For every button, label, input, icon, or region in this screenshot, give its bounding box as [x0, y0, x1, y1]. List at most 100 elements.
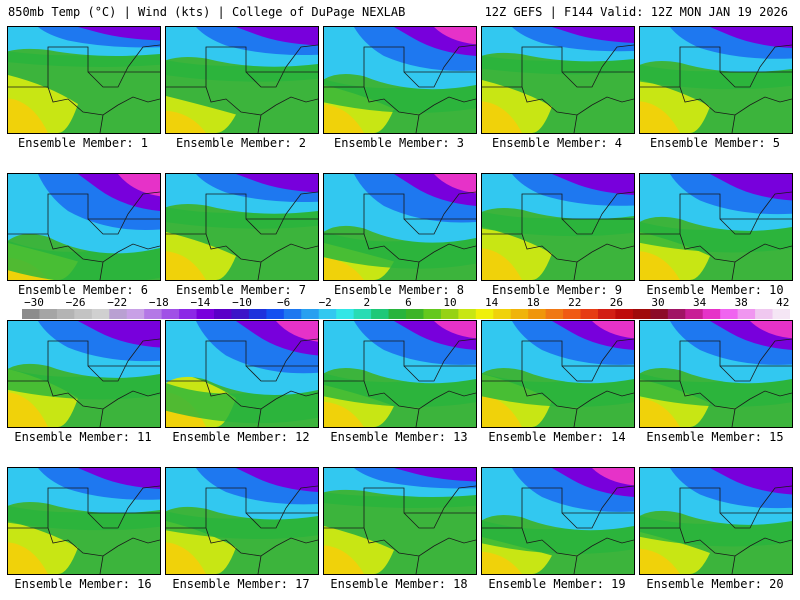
colorbar-segment — [440, 309, 459, 319]
colorbar-segment — [632, 309, 651, 319]
colorbar-segment — [196, 309, 215, 319]
colorbar-segment — [598, 309, 616, 319]
colorbar-tick-label: 34 — [692, 296, 707, 309]
colorbar-segment — [353, 309, 372, 319]
ensemble-member-label: Ensemble Member: 1 — [17, 136, 149, 150]
colorbar-segment — [126, 309, 145, 319]
colorbar-segment — [755, 309, 774, 319]
colorbar-tick-label: −14 — [190, 296, 211, 309]
ensemble-map-panel[interactable] — [481, 26, 635, 134]
colorbar-segment — [22, 309, 40, 319]
colorbar-segment — [161, 309, 180, 319]
map-title: 850mb Temp (°C) | Wind (kts) | College o… — [8, 5, 406, 19]
ensemble-member-label: Ensemble Member: 14 — [488, 430, 626, 444]
ensemble-member-label: Ensemble Member: 16 — [14, 577, 152, 591]
ensemble-member-label: Ensemble Member: 18 — [330, 577, 468, 591]
ensemble-map-panel[interactable] — [165, 467, 319, 575]
ensemble-map-panel[interactable] — [323, 26, 477, 134]
ensemble-member-label: Ensemble Member: 13 — [330, 430, 468, 444]
colorbar-tick-label: 18 — [526, 296, 540, 309]
colorbar-segment — [336, 309, 355, 319]
colorbar-tick-label: 14 — [484, 296, 499, 309]
ensemble-map-panel[interactable] — [7, 467, 161, 575]
colorbar-labels: −30 −26 −22 −18 −14 −10 −6 −2 2 6 10 14 18 22 26 30 34 38… — [0, 296, 800, 310]
ensemble-member-label: Ensemble Member: 4 — [491, 136, 623, 150]
colorbar-segment — [423, 309, 442, 319]
colorbar-tick-label: 2 — [363, 296, 371, 309]
colorbar-segment — [388, 309, 407, 319]
ensemble-member-label: Ensemble Member: 8 — [333, 283, 465, 297]
colorbar-segment — [144, 309, 163, 319]
ensemble-map-panel[interactable] — [639, 467, 793, 575]
ensemble-map-panel[interactable] — [481, 467, 635, 575]
colorbar-segment — [266, 309, 285, 319]
ensemble-map-panel[interactable] — [323, 467, 477, 575]
ensemble-map-panel[interactable] — [639, 320, 793, 428]
colorbar-segment — [580, 309, 599, 319]
ensemble-map-panel[interactable] — [481, 320, 635, 428]
colorbar-segment — [615, 309, 634, 319]
colorbar-segment — [493, 309, 512, 319]
colorbar-segment — [475, 309, 494, 319]
colorbar-tick-label: −2 — [318, 296, 332, 309]
ensemble-member-label: Ensemble Member: 9 — [491, 283, 623, 297]
colorbar-tick-label: 22 — [568, 296, 582, 309]
ensemble-member-label: Ensemble Member: 6 — [17, 283, 149, 297]
colorbar-segment — [720, 309, 739, 319]
colorbar-segment — [650, 309, 669, 319]
colorbar-segment — [231, 309, 250, 319]
colorbar-segment — [702, 309, 721, 319]
ensemble-map-panel[interactable] — [7, 26, 161, 134]
ensemble-map-panel[interactable] — [639, 26, 793, 134]
colorbar-segment — [510, 309, 529, 319]
colorbar-tick-label: 26 — [609, 296, 624, 309]
ensemble-map-panel[interactable] — [323, 320, 477, 428]
colorbar-tick-label: −22 — [107, 296, 128, 309]
ensemble-member-label: Ensemble Member: 12 — [172, 430, 310, 444]
colorbar-segment — [772, 309, 790, 319]
colorbar-segment — [283, 309, 302, 319]
colorbar-segment — [214, 309, 232, 319]
colorbar-tick-label: 10 — [443, 296, 457, 309]
colorbar-tick-label: 30 — [651, 296, 665, 309]
ensemble-map-panel[interactable] — [165, 173, 319, 281]
ensemble-member-label: Ensemble Member: 10 — [646, 283, 784, 297]
colorbar-tick-label: 42 — [776, 296, 790, 309]
ensemble-member-label: Ensemble Member: 2 — [175, 136, 307, 150]
ensemble-map-panel[interactable] — [165, 26, 319, 134]
ensemble-member-label: Ensemble Member: 5 — [649, 136, 781, 150]
colorbar-tick-label: −30 — [24, 296, 44, 309]
temperature-colorbar — [22, 309, 790, 319]
colorbar-segment — [318, 309, 337, 319]
ensemble-member-label: Ensemble Member: 20 — [646, 577, 784, 591]
colorbar-segment — [406, 309, 424, 319]
ensemble-map-panel[interactable] — [7, 320, 161, 428]
ensemble-member-label: Ensemble Member: 17 — [172, 577, 310, 591]
ensemble-member-label: Ensemble Member: 11 — [14, 430, 152, 444]
colorbar-tick-label: −18 — [148, 296, 169, 309]
colorbar-segment — [737, 309, 756, 319]
model-run-info: 12Z GEFS | F144 Valid: 12Z MON JAN 19 20… — [484, 5, 788, 19]
colorbar-segment — [301, 309, 320, 319]
ensemble-member-label: Ensemble Member: 3 — [333, 136, 465, 150]
colorbar-segment — [545, 309, 564, 319]
colorbar-segment — [179, 309, 198, 319]
ensemble-map-panel[interactable] — [323, 173, 477, 281]
colorbar-tick-label: −6 — [276, 296, 291, 309]
colorbar-segment — [528, 309, 547, 319]
ensemble-map-panel[interactable] — [481, 173, 635, 281]
ensemble-map-panel[interactable] — [639, 173, 793, 281]
colorbar-segment — [74, 309, 93, 319]
colorbar-segment — [39, 309, 58, 319]
colorbar-segment — [109, 309, 128, 319]
ensemble-member-label: Ensemble Member: 19 — [488, 577, 626, 591]
ensemble-map-panel[interactable] — [165, 320, 319, 428]
colorbar-segment — [685, 309, 704, 319]
colorbar-segment — [91, 309, 110, 319]
ensemble-map-panel[interactable] — [7, 173, 161, 281]
ensemble-member-label: Ensemble Member: 7 — [175, 283, 307, 297]
colorbar-segment — [458, 309, 477, 319]
colorbar-tick-label: −10 — [232, 296, 252, 309]
colorbar-segment — [371, 309, 390, 319]
colorbar-segment — [248, 309, 267, 319]
